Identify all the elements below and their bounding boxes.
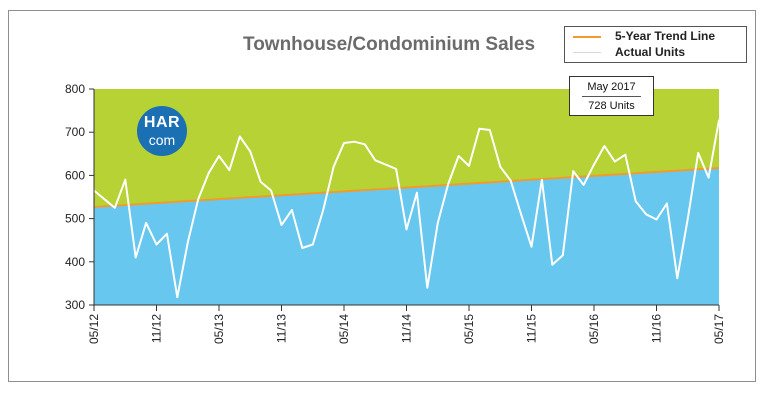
legend-label-trend: 5-Year Trend Line bbox=[615, 29, 716, 43]
actual-units-point bbox=[655, 218, 658, 221]
actual-units-point bbox=[343, 142, 345, 144]
actual-units-point bbox=[374, 159, 377, 162]
legend: 5-Year Trend Line Actual Units bbox=[564, 26, 747, 63]
actual-units-point bbox=[562, 254, 564, 257]
actual-units-point bbox=[645, 213, 647, 216]
legend-swatch-trend bbox=[573, 36, 601, 38]
y-tick-label: 800 bbox=[65, 82, 85, 96]
legend-label-actual: Actual Units bbox=[615, 45, 686, 59]
actual-units-point bbox=[457, 155, 460, 157]
actual-units-point bbox=[687, 217, 689, 220]
actual-units-point bbox=[509, 179, 512, 182]
actual-units-point bbox=[145, 222, 147, 224]
actual-units-point bbox=[541, 178, 543, 181]
actual-units-point bbox=[207, 172, 210, 174]
actual-units-point bbox=[530, 245, 533, 248]
actual-units-point bbox=[384, 163, 387, 166]
x-tick-label: 05/17 bbox=[712, 314, 726, 344]
actual-units-point bbox=[228, 169, 231, 171]
x-tick-label: 05/12 bbox=[87, 314, 101, 344]
actual-units-point bbox=[478, 127, 481, 130]
legend-swatch-actual bbox=[573, 52, 601, 55]
actual-units-point bbox=[291, 209, 293, 211]
actual-units-point bbox=[666, 202, 668, 205]
actual-units-point bbox=[437, 222, 439, 224]
actual-units-point bbox=[176, 296, 179, 299]
legend-item-trend: 5-Year Trend Line bbox=[565, 29, 746, 45]
actual-units-point bbox=[103, 198, 106, 200]
chart-title: Townhouse/Condominium Sales bbox=[243, 34, 536, 55]
actual-units-point bbox=[593, 163, 595, 166]
actual-units-point bbox=[155, 243, 158, 246]
actual-units-point bbox=[312, 243, 314, 246]
x-tick-label: 11/16 bbox=[650, 314, 664, 343]
y-tick-label: 300 bbox=[65, 298, 85, 312]
x-tick-label: 11/14 bbox=[400, 314, 414, 343]
actual-units-point bbox=[572, 170, 574, 172]
callout-month: May 2017 bbox=[587, 81, 636, 93]
y-tick-label: 500 bbox=[65, 212, 85, 226]
x-tick-label: 05/13 bbox=[212, 314, 226, 344]
actual-units-point bbox=[416, 191, 418, 194]
actual-units-point bbox=[353, 140, 356, 143]
x-tick-label: 11/15 bbox=[525, 314, 539, 343]
actual-units-point bbox=[270, 189, 272, 192]
actual-units-point bbox=[582, 184, 585, 186]
plot-area-below-trend bbox=[94, 168, 719, 305]
actual-units-point bbox=[395, 168, 397, 170]
actual-units-point bbox=[187, 241, 189, 244]
x-tick-label: 05/14 bbox=[337, 314, 351, 344]
x-tick-label: 05/15 bbox=[462, 314, 476, 344]
actual-units-point bbox=[489, 129, 491, 131]
logo-text-har: HAR bbox=[143, 114, 181, 131]
actual-units-point bbox=[614, 160, 616, 163]
y-tick-label: 700 bbox=[65, 125, 85, 139]
actual-units-point bbox=[166, 232, 168, 235]
actual-units-point bbox=[124, 178, 127, 181]
actual-units-point bbox=[520, 213, 522, 216]
actual-units-point bbox=[114, 207, 116, 209]
actual-units-point bbox=[332, 166, 335, 168]
actual-units-point bbox=[197, 198, 199, 200]
x-tick-label: 11/13 bbox=[275, 314, 289, 343]
actual-units-point bbox=[364, 143, 366, 146]
actual-units-point bbox=[634, 200, 637, 203]
y-tick-label: 600 bbox=[65, 168, 85, 182]
logo-text-com: com bbox=[148, 132, 176, 148]
actual-units-point bbox=[624, 153, 627, 156]
actual-units-point bbox=[707, 176, 710, 179]
y-tick-label: 400 bbox=[65, 255, 85, 269]
actual-units-point bbox=[259, 181, 262, 183]
callout-units: 728 Units bbox=[588, 100, 635, 112]
har-logo: HAR com bbox=[137, 106, 187, 156]
legend-item-actual: Actual Units bbox=[565, 45, 746, 61]
actual-units-point bbox=[551, 264, 554, 266]
actual-units-point bbox=[426, 286, 429, 289]
actual-units-point bbox=[468, 165, 470, 167]
actual-units-point bbox=[280, 224, 283, 226]
actual-units-point bbox=[322, 209, 325, 211]
actual-units-point bbox=[239, 135, 241, 138]
actual-units-point bbox=[603, 145, 606, 147]
x-tick-label: 11/12 bbox=[150, 314, 164, 343]
actual-units-point bbox=[301, 247, 304, 249]
latest-value-callout: May 2017 728 Units bbox=[569, 76, 654, 116]
actual-units-point bbox=[249, 150, 252, 153]
x-tick-label: 05/16 bbox=[587, 314, 601, 344]
actual-units-point bbox=[697, 152, 699, 154]
actual-units-point bbox=[218, 155, 220, 157]
actual-units-point bbox=[447, 183, 450, 185]
callout-divider bbox=[582, 96, 641, 97]
actual-units-point bbox=[134, 256, 137, 259]
actual-units-point bbox=[405, 228, 408, 231]
actual-units-point bbox=[718, 119, 720, 121]
actual-units-point bbox=[676, 277, 679, 280]
actual-units-point bbox=[499, 166, 502, 168]
